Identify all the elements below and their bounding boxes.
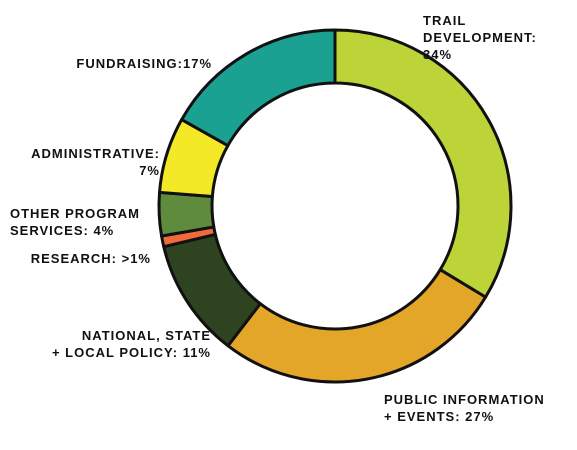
label-other-program-services: OTHER PROGRAM SERVICES: 4% xyxy=(10,206,140,238)
label-public-information-events: PUBLIC INFORMATION + EVENTS: 27% xyxy=(384,392,545,424)
label-national-state-local-policy: NATIONAL, STATE + LOCAL POLICY: 11% xyxy=(51,328,211,360)
label-administrative: ADMINISTRATIVE: 7% xyxy=(31,146,160,178)
label-research: RESEARCH: >1% xyxy=(30,251,151,266)
label-fundraising: FUNDRAISING:17% xyxy=(76,56,212,71)
donut-slice-4 xyxy=(157,190,216,238)
label-trail-development: TRAIL DEVELOPMENT: 34% xyxy=(423,13,537,62)
donut-slice-6 xyxy=(180,28,337,148)
donut-slice-0 xyxy=(333,28,513,299)
donut-slice-1 xyxy=(226,268,488,384)
